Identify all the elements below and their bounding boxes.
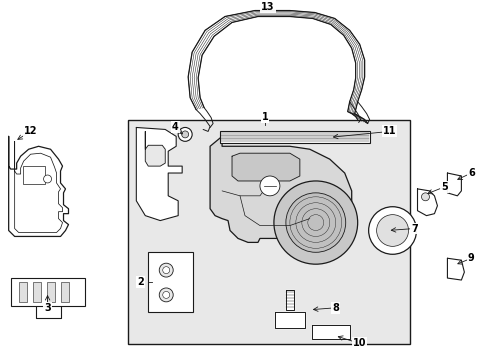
Text: 8: 8: [332, 303, 339, 313]
Bar: [11, 278, 85, 306]
Bar: [22, 166, 44, 184]
Text: 9: 9: [467, 253, 474, 263]
Circle shape: [285, 193, 345, 252]
Circle shape: [368, 207, 416, 254]
Text: 7: 7: [410, 224, 417, 234]
Polygon shape: [232, 153, 299, 181]
Polygon shape: [447, 173, 461, 196]
Text: 6: 6: [467, 168, 474, 178]
Circle shape: [260, 176, 279, 196]
Text: 5: 5: [440, 182, 447, 192]
Circle shape: [43, 175, 51, 183]
Text: 12: 12: [24, 126, 37, 136]
Text: 3: 3: [44, 303, 51, 313]
Text: 4: 4: [171, 122, 178, 132]
Circle shape: [182, 131, 188, 138]
Bar: [128, 120, 408, 345]
Polygon shape: [311, 325, 349, 339]
Polygon shape: [417, 189, 437, 216]
Bar: [33, 282, 41, 302]
Polygon shape: [210, 136, 351, 242]
Text: 10: 10: [352, 338, 366, 348]
Circle shape: [163, 292, 169, 298]
Bar: [61, 282, 68, 302]
Circle shape: [178, 127, 192, 141]
Circle shape: [376, 215, 407, 246]
Text: 1: 1: [261, 112, 268, 122]
Text: 13: 13: [261, 1, 274, 12]
Polygon shape: [145, 131, 165, 166]
Circle shape: [159, 263, 173, 277]
Circle shape: [163, 267, 169, 274]
Polygon shape: [274, 312, 304, 328]
Polygon shape: [9, 136, 68, 237]
Bar: [46, 282, 55, 302]
Circle shape: [421, 193, 428, 201]
Text: 2: 2: [137, 277, 143, 287]
Bar: [148, 252, 193, 312]
Circle shape: [273, 181, 357, 264]
Polygon shape: [447, 258, 464, 280]
Bar: [220, 131, 369, 143]
Polygon shape: [285, 290, 293, 310]
Circle shape: [159, 288, 173, 302]
Text: 11: 11: [382, 126, 396, 136]
Bar: [19, 282, 26, 302]
Polygon shape: [136, 127, 182, 221]
